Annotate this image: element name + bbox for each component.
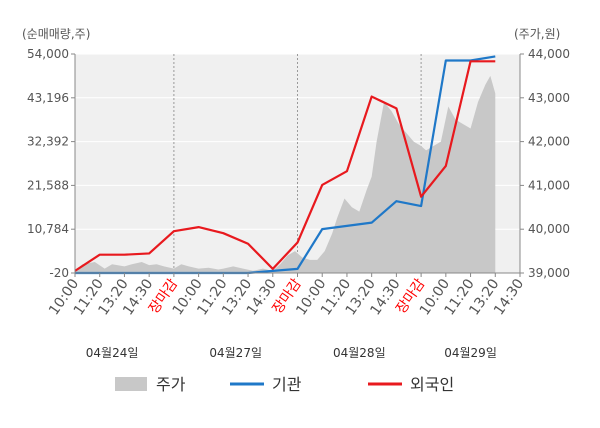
left-tick-label: 10,784 [27,222,69,236]
price-area [75,75,496,274]
left-tick-label: -20 [49,266,69,280]
right-tick-label: 44,000 [528,47,570,61]
x-axis: 10:0011:2013:2014:30장마감10:0011:2013:2014… [46,272,527,318]
date-label: 04월24일 [86,346,139,360]
date-label: 04월29일 [444,346,497,360]
date-label: 04월28일 [333,346,386,360]
left-axis-unit: (순매매량,주) [22,27,90,41]
right-tick-label: 42,000 [528,135,570,149]
series-line-foreigner [74,60,496,272]
series-area-price [75,75,496,274]
left-tick-label: 54,000 [27,47,69,61]
left-tick-label: 32,392 [27,135,69,149]
legend-label: 기관 [272,375,302,394]
right-tick-label: 41,000 [528,178,570,192]
left-axis: 54,000 43,196 32,392 21,588 10,784 -20 [27,47,76,280]
legend-swatch [115,377,147,391]
legend-label: 외국인 [410,375,454,394]
legend: 주가 기관 외국인 [115,375,454,394]
right-tick-label: 43,000 [528,91,570,105]
left-tick-label: 43,196 [27,91,69,105]
left-tick-label: 21,588 [27,178,69,192]
right-axis-unit: (주가,원) [514,27,560,41]
right-axis: 44,000 43,000 42,000 41,000 40,000 39,000 [519,47,570,280]
date-labels: 04월24일 04월27일 04월28일 04월29일 [86,346,497,360]
legend-label: 주가 [156,375,186,394]
date-label: 04월27일 [209,346,262,360]
right-tick-label: 40,000 [528,222,570,236]
right-tick-label: 39,000 [528,266,570,280]
